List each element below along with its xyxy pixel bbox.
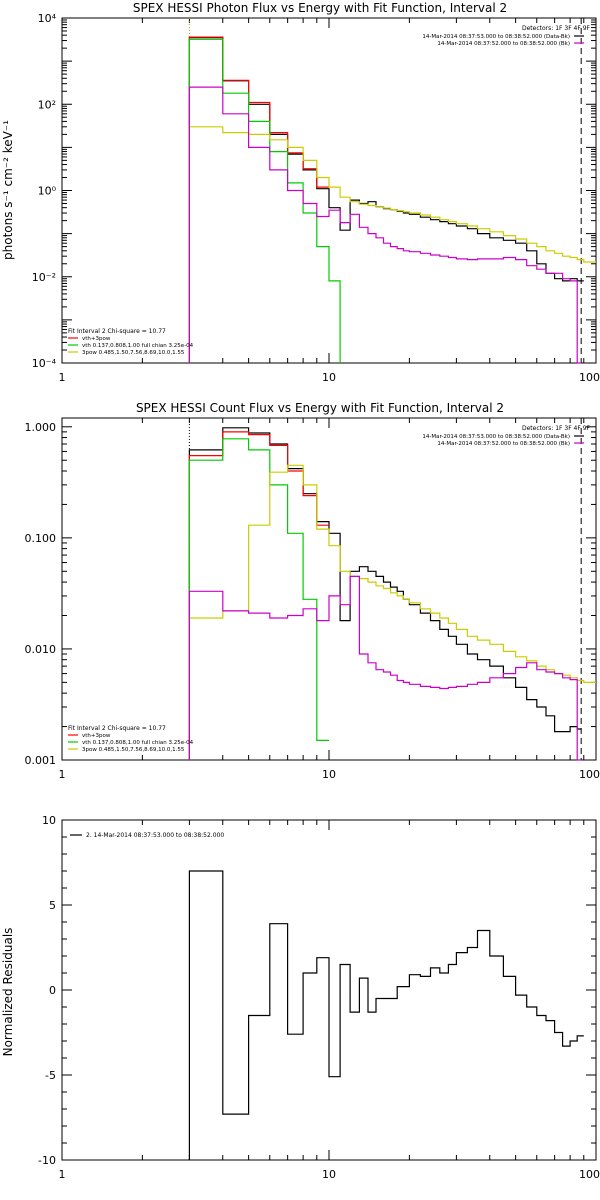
y-tick-label: -10 bbox=[38, 1154, 56, 1167]
legend-header: Detectors: 1F 3F 4F 9F bbox=[522, 425, 591, 432]
legend-entry: vth+3pow bbox=[82, 336, 111, 342]
y-tick-label: -5 bbox=[45, 1069, 56, 1082]
y-tick-label: 10² bbox=[38, 98, 56, 111]
series-line bbox=[188, 86, 582, 364]
series-line bbox=[188, 431, 329, 760]
legend-entry: 3pow 0.485,1.50,7.56,8.69,10.0,1.55 bbox=[82, 747, 185, 753]
legend-top-left: 2. 14-Mar-2014 08:37:53.000 to 08:38:52.… bbox=[70, 832, 224, 839]
axis-ticks: 1 10 100 0.001 0.010 0.100 1.000 bbox=[25, 418, 600, 781]
x-tick-label: 1 bbox=[59, 1168, 66, 1181]
panel-title: SPEX HESSI Photon Flux vs Energy with Fi… bbox=[133, 1, 507, 15]
x-tick-label: 1 bbox=[59, 768, 66, 781]
series-line bbox=[188, 37, 584, 363]
legend-entry: 3pow 0.485,1.50,7.56,8.69,10.0,1.55 bbox=[82, 350, 185, 356]
x-tick-label: 1 bbox=[59, 371, 66, 384]
residuals-panel: Normalized Residuals 1 10 100 -10 -5 0 5 10 2. … bbox=[1, 814, 600, 1181]
x-tick-label: 10 bbox=[322, 1168, 336, 1181]
y-tick-label: 0.010 bbox=[25, 643, 57, 656]
series-line bbox=[188, 438, 329, 760]
panel-title: SPEX HESSI Count Flux vs Energy with Fit… bbox=[136, 401, 504, 415]
y-axis-label: Normalized Residuals bbox=[1, 928, 15, 1057]
x-tick-label: 100 bbox=[579, 371, 600, 384]
y-tick-label: 1.000 bbox=[25, 421, 57, 434]
y-tick-label: 10⁻⁴ bbox=[32, 357, 57, 370]
axis-ticks: 1 10 100 10⁻⁴ 10⁻² 10⁰ 10² 10⁴ bbox=[32, 12, 600, 384]
y-tick-label: 0 bbox=[49, 984, 56, 997]
y-tick-label: 5 bbox=[49, 899, 56, 912]
plot-frame bbox=[61, 417, 597, 761]
legend-header: Fit Interval 2 Chi-square = 10.77 bbox=[68, 328, 166, 335]
legend-entry: 14-Mar-2014 08:37:52.000 to 08:38:52.000… bbox=[437, 41, 570, 47]
legend-entry: 2. 14-Mar-2014 08:37:53.000 to 08:38:52.… bbox=[86, 832, 224, 839]
y-tick-label: 10⁴ bbox=[38, 12, 57, 25]
legend-top-right: Detectors: 1F 3F 4F 9F 14-Mar-2014 08:37:… bbox=[422, 25, 590, 47]
y-tick-label: 0.001 bbox=[25, 754, 57, 767]
x-tick-label: 10 bbox=[322, 371, 336, 384]
photon-flux-panel: SPEX HESSI Photon Flux vs Energy with Fi… bbox=[1, 1, 600, 384]
legend-entry: vth 0.137,0.808,1.00 full chian 3.25e-04 bbox=[82, 343, 194, 349]
series-line bbox=[188, 38, 341, 363]
legend-entry: 14-Mar-2014 08:37:52.000 to 08:38:52.000… bbox=[437, 441, 570, 447]
series-line bbox=[188, 870, 584, 1160]
legend-header: Detectors: 1F 3F 4F 9F bbox=[522, 25, 591, 32]
legend-entry: 14-Mar-2014 08:37:53.000 to 08:38:52.000… bbox=[422, 434, 570, 440]
count-flux-panel: SPEX HESSI Count Flux vs Energy with Fit… bbox=[25, 401, 600, 781]
x-tick-label: 10 bbox=[322, 768, 336, 781]
y-tick-label: 10 bbox=[42, 814, 56, 827]
legend-bottom-left: Fit Interval 2 Chi-square = 10.77vth+3po… bbox=[68, 328, 194, 356]
legend-bottom-left: Fit Interval 2 Chi-square = 10.77vth+3po… bbox=[68, 725, 194, 753]
axis-ticks: 1 10 100 -10 -5 0 5 10 bbox=[38, 814, 600, 1181]
series-line bbox=[188, 36, 329, 363]
legend-entry: vth 0.137,0.808,1.00 full chian 3.25e-04 bbox=[82, 740, 194, 746]
x-tick-label: 100 bbox=[579, 1168, 600, 1181]
y-tick-label: 0.100 bbox=[25, 532, 57, 545]
series-line bbox=[188, 575, 582, 761]
legend-top-right: Detectors: 1F 3F 4F 9F 14-Mar-2014 08:37:… bbox=[422, 425, 590, 447]
series-line bbox=[188, 126, 596, 363]
y-tick-label: 10⁻² bbox=[32, 271, 56, 284]
y-axis-label: photons s⁻¹ cm⁻² keV⁻¹ bbox=[1, 120, 15, 260]
x-tick-label: 100 bbox=[579, 768, 600, 781]
y-tick-label: 10⁰ bbox=[38, 185, 57, 198]
legend-header: Fit Interval 2 Chi-square = 10.77 bbox=[68, 725, 166, 732]
series-layer bbox=[188, 870, 584, 1160]
series-layer bbox=[188, 418, 596, 761]
legend-entry: 14-Mar-2014 08:37:53.000 to 08:38:52.000… bbox=[422, 34, 570, 40]
legend-entry: vth+3pow bbox=[82, 733, 111, 739]
series-layer bbox=[188, 18, 596, 364]
series-line bbox=[188, 464, 596, 760]
